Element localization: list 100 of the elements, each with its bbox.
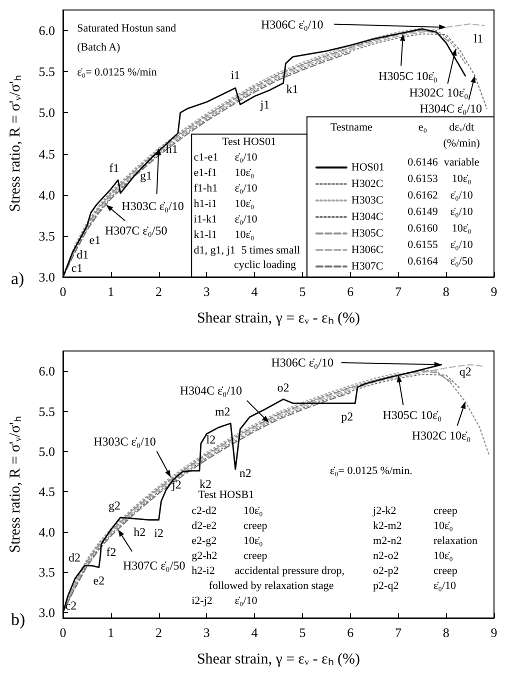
annotation: relaxation: [434, 535, 478, 548]
annotation: k2: [199, 476, 212, 491]
annotation: variable: [444, 156, 480, 169]
annotation: d1: [76, 247, 89, 262]
y-tick-label: 6.0: [38, 364, 55, 379]
annotation: c1: [71, 261, 83, 275]
annotation: 5 times small: [241, 244, 300, 257]
annotation: 10ε̇₀: [243, 535, 264, 548]
annotation: H303C ε̇₀/10: [122, 199, 184, 214]
annotation: j1: [259, 98, 270, 112]
annotation: 10ε̇₀: [434, 550, 454, 562]
annotation: 0.6146: [408, 156, 438, 169]
annotation: f1-h1: [194, 182, 218, 195]
annotation: Test HOS01: [222, 136, 276, 148]
x-tick-label: 4: [251, 284, 258, 299]
annotation: 0.6160: [408, 222, 438, 235]
annotation: 10ε̇₀: [243, 505, 264, 518]
annotation: ε̇₀/10: [234, 182, 258, 195]
x-tick-label: 3: [203, 625, 210, 640]
annotation: c2: [65, 598, 77, 612]
annotation: g2: [108, 498, 120, 512]
annotation: d2: [68, 550, 81, 565]
annotation: h1: [166, 142, 178, 156]
annotation: ε̇₀/10: [450, 206, 474, 218]
annotation: 10ε̇₀: [234, 198, 254, 210]
annotation: (%/min): [443, 138, 480, 150]
annotation: H304C ε̇₀/10: [180, 384, 242, 398]
annotation: c1-e1: [194, 152, 218, 164]
annotation: k2-m2: [373, 520, 402, 532]
y-tick-label: 4.5: [38, 484, 55, 500]
annotation: 10ε̇₀: [452, 173, 472, 186]
annotation: p2-q2: [373, 580, 399, 592]
annotation: i1: [230, 68, 240, 82]
annotation: cyclic loading: [234, 258, 297, 271]
annotation: ε̇₀/50: [450, 256, 474, 268]
annotation: H303C ε̇₀/10: [94, 434, 156, 448]
x-tick-label: 2: [156, 625, 162, 640]
annotation: p2: [341, 409, 354, 424]
legend-label: H305C: [351, 228, 384, 240]
annotation: creep: [434, 565, 458, 578]
x-tick-label: 7: [394, 284, 402, 299]
annotation: ε̇₀/10: [234, 214, 258, 226]
annotation: accidental pressure drop,: [234, 565, 345, 578]
annotation: g2-h2: [192, 550, 218, 562]
annotation: Saturated Hostun sand: [77, 22, 177, 35]
annotation: H305C 10ε̇₀: [382, 408, 442, 422]
annotation: followed by relaxation stage: [208, 580, 334, 592]
x-tick-label: 0: [60, 625, 66, 640]
x-tick-label: 8: [442, 284, 450, 299]
text: b): [11, 610, 26, 629]
x-tick-label: 9: [490, 284, 498, 299]
annotation: H304C ε̇₀/10: [420, 102, 482, 116]
y-tick-label: 3.5: [38, 564, 55, 580]
y-axis-title: Stress ratio, R = σ'ᵥ/σ'ₕ: [8, 75, 24, 212]
x-tick-label: 1: [108, 284, 114, 299]
annotation: creep: [434, 505, 458, 518]
annotation: Test HOSB1: [198, 489, 254, 502]
x-tick-label: 0: [60, 284, 66, 299]
annotation: ε̇₀/10: [450, 239, 474, 252]
x-tick-label: 2: [156, 284, 162, 299]
annotation: d2-e2: [192, 520, 217, 532]
annotation: H307C ε̇₀/50: [104, 224, 168, 238]
annotation: ε̇₀= 0.0125 %/min: [77, 66, 158, 79]
annotation: d1, g1, j1: [194, 244, 236, 257]
annotation: n2: [239, 466, 252, 480]
annotation: e₀: [418, 121, 428, 134]
x-tick-label: 5: [299, 625, 306, 640]
annotation: k1-l1: [194, 229, 217, 242]
annotation: l1: [474, 32, 484, 46]
annotation: 10ε̇₀: [234, 167, 254, 180]
x-axis-title: Shear strain, γ = εᵥ - εₕ (%): [196, 310, 360, 326]
annotation: e1: [89, 233, 101, 248]
annotation: i2-j2: [192, 594, 212, 607]
annotation: ε̇₀/10: [450, 190, 474, 202]
x-tick-label: 6: [347, 284, 354, 299]
annotation: 0.6164: [408, 256, 438, 268]
y-tick-label: 4.5: [38, 146, 55, 162]
annotation: 10ε̇₀: [434, 520, 454, 532]
annotation: f1: [109, 161, 120, 176]
annotation: h1-i1: [194, 198, 217, 210]
annotation: o2-p2: [373, 565, 399, 578]
annotation: m2-n2: [373, 535, 402, 548]
annotation: l2: [206, 432, 216, 446]
annotation: dεᵥ/dt: [449, 121, 474, 134]
y-axis-title: Stress ratio, R = σ'ᵥ/σ'ₕ: [8, 416, 24, 553]
annotation: f2: [106, 545, 116, 560]
annotation: ε̇₀/10: [234, 594, 258, 607]
annotation: ε̇₀= 0.0125 %/min.: [330, 465, 413, 478]
annotation: i2: [154, 526, 164, 540]
x-tick-label: 7: [394, 625, 402, 640]
annotation: H306C ε̇₀/10: [260, 17, 324, 32]
y-tick-label: 3.0: [38, 270, 55, 284]
annotation: h2-i2: [192, 565, 215, 578]
annotation: creep: [243, 520, 268, 532]
annotation: H302C 10ε̇₀: [409, 86, 468, 100]
text: a): [11, 269, 24, 288]
y-tick-label: 4.0: [38, 524, 55, 540]
annotation: m2: [214, 404, 230, 418]
x-tick-label: 6: [347, 625, 354, 640]
annotation: H302C 10ε̇₀: [412, 428, 471, 443]
